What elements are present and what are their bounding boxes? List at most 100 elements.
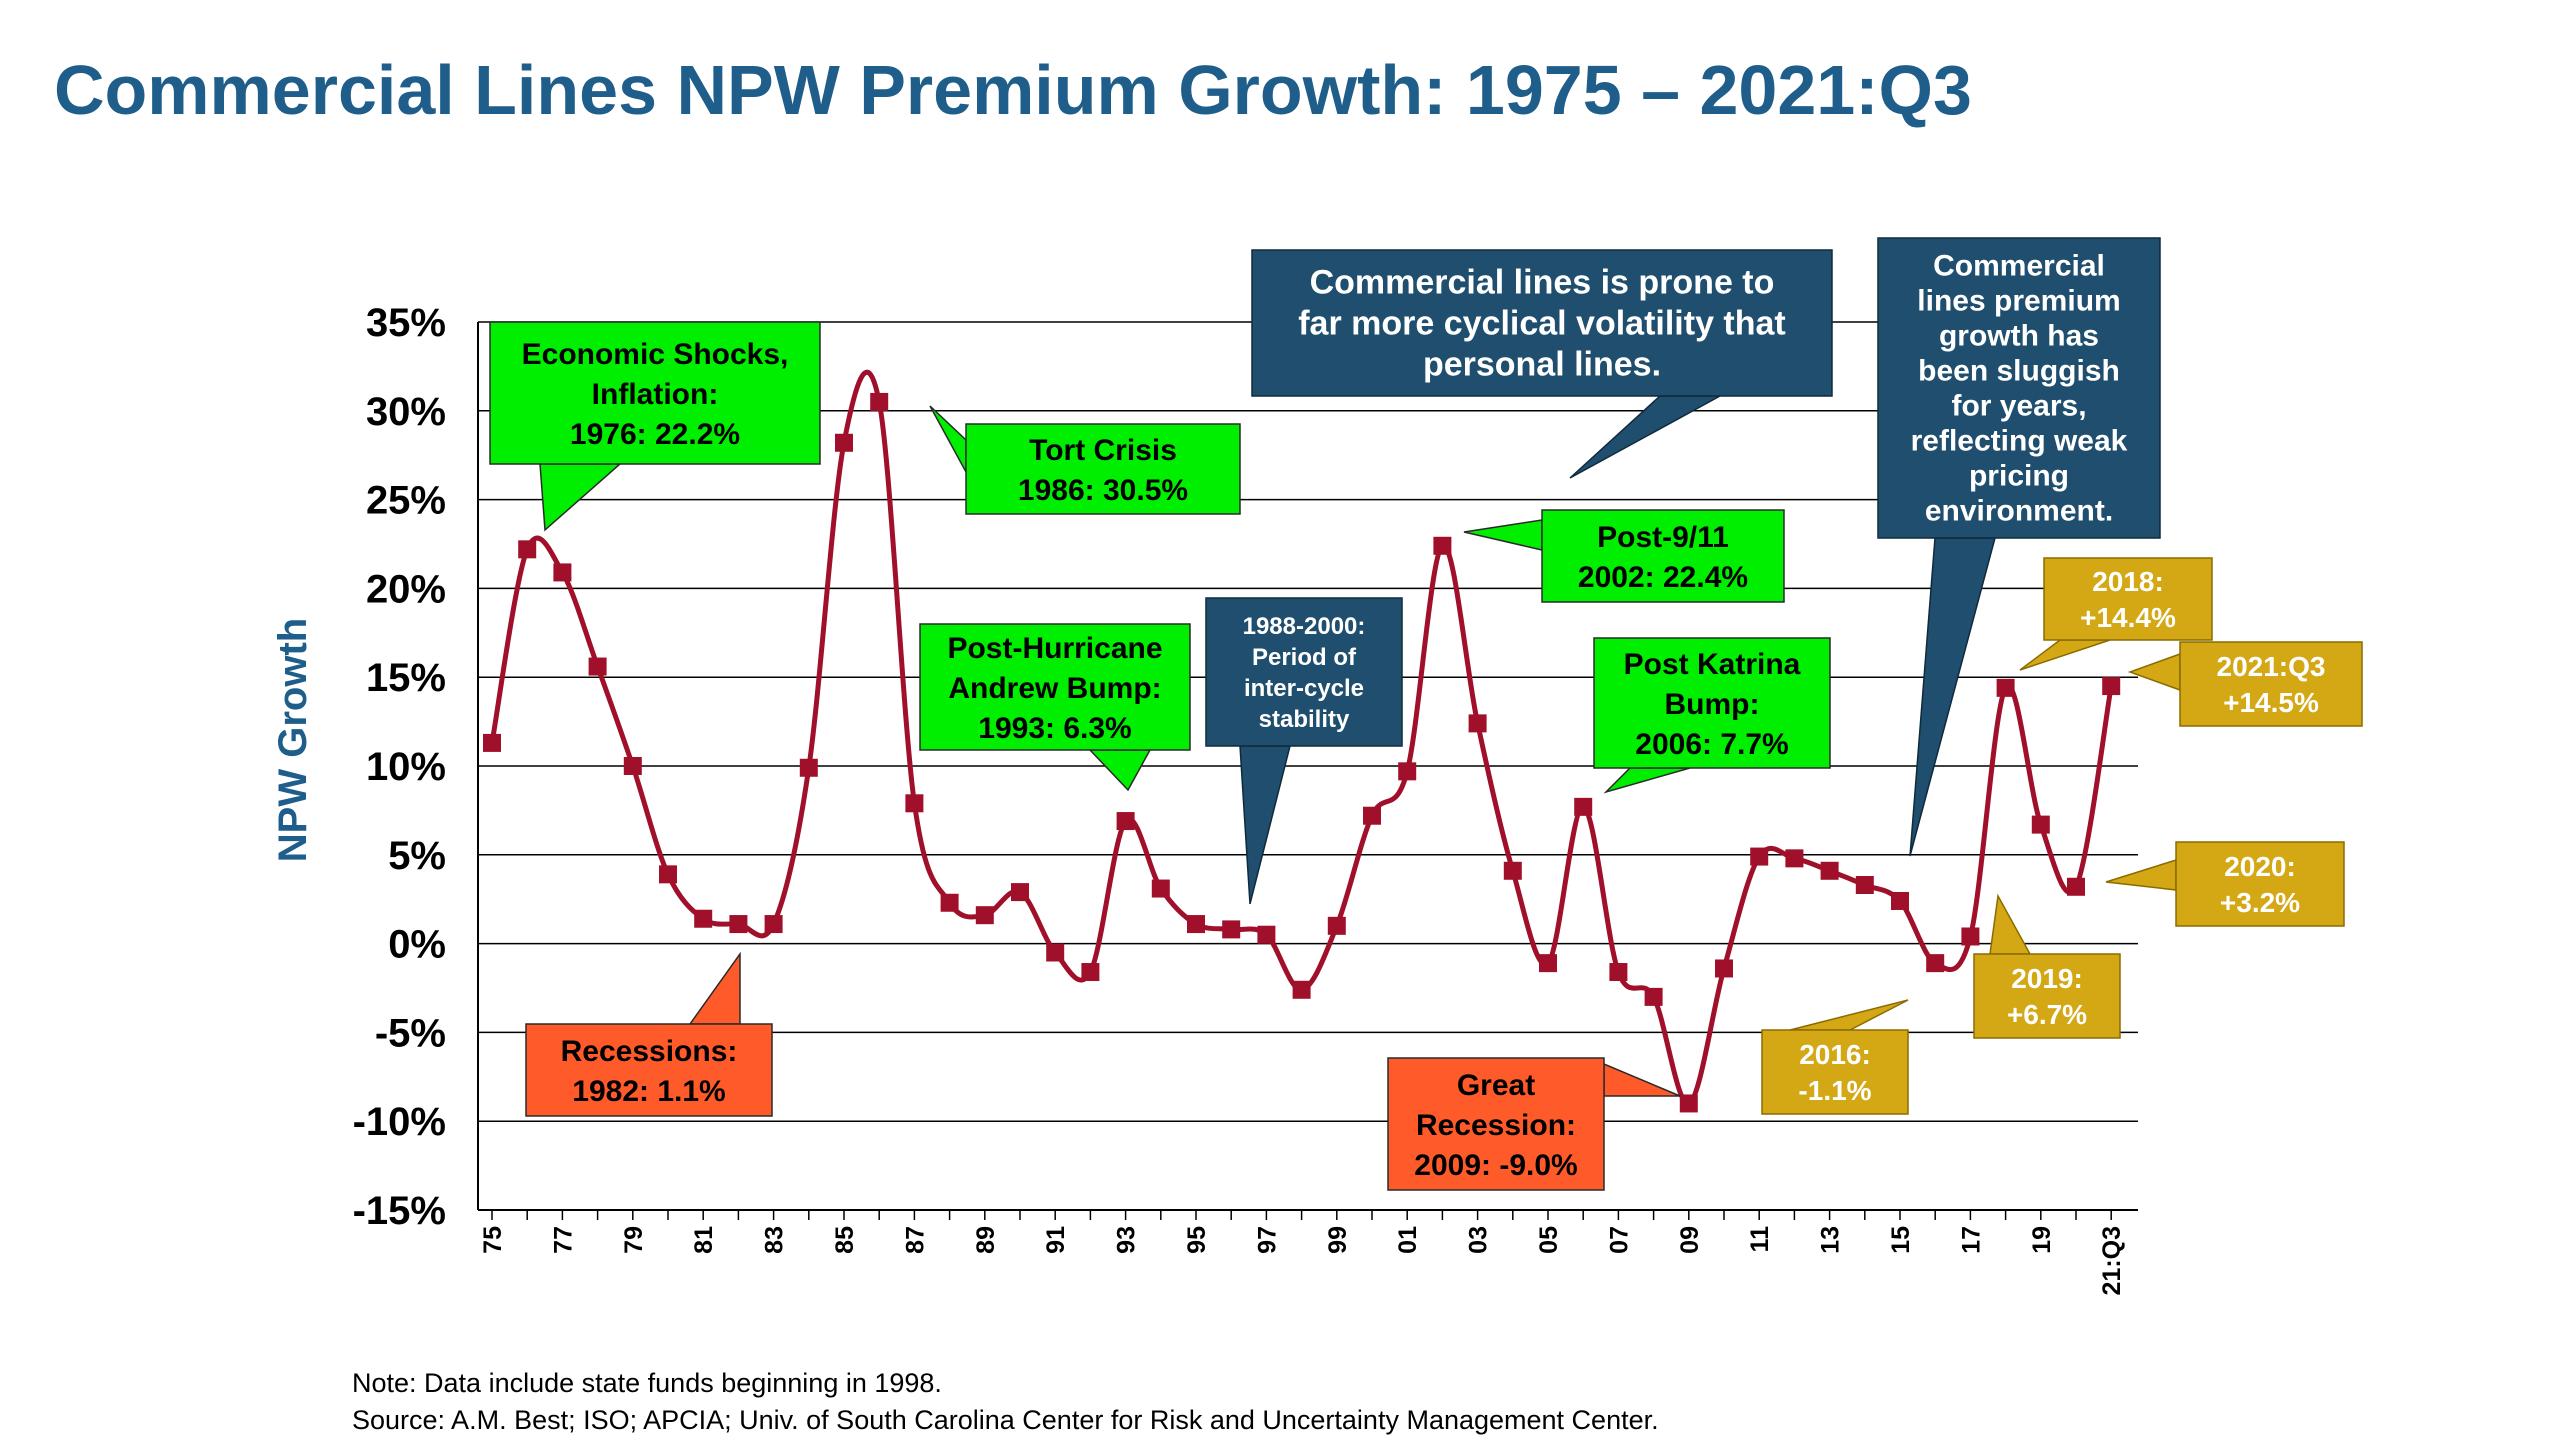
- callout-pointer: [2127, 652, 2181, 692]
- callout-line: stability: [1259, 706, 1350, 733]
- x-tick-label: 89: [972, 1226, 1000, 1254]
- callout-pointer: [688, 951, 741, 1025]
- callout-y2018: 2018: +14.4%: [2019, 557, 2213, 671]
- callout-pointer: [1789, 999, 1909, 1031]
- callout-text: 2016: -1.1%: [1798, 1039, 1871, 1106]
- callout-pointer: [539, 463, 622, 532]
- callout-line: 2018:: [2092, 566, 2164, 597]
- callout-line: 1993: 6.3%: [978, 712, 1131, 745]
- data-point: [835, 433, 853, 452]
- axes-layer: 35% 30% 25% 20% 15% 10% 5% 0% -5% -10% -15% 75 77 79 8…: [271, 301, 2138, 1295]
- data-point: [1785, 849, 1804, 868]
- callout-line: 2021:Q3: [2217, 651, 2326, 682]
- data-point: [1292, 980, 1311, 999]
- x-tick-label: 01: [1394, 1226, 1422, 1254]
- y-tick-label: 20%: [366, 567, 446, 611]
- data-point: [2102, 677, 2121, 696]
- y-tick-label: 25%: [366, 479, 446, 523]
- callout-line: Recessions:: [561, 1035, 738, 1068]
- data-point: [1046, 943, 1065, 962]
- data-point: [518, 540, 537, 559]
- x-tick-label: 85: [831, 1226, 859, 1254]
- x-tick-label: 99: [1324, 1226, 1352, 1254]
- y-tick-label: -10%: [353, 1100, 446, 1144]
- data-point: [1081, 963, 1100, 982]
- callout-line: 2002: 22.4%: [1578, 561, 1748, 594]
- callout-pointer: [1088, 749, 1152, 792]
- y-tick-label: 10%: [366, 745, 446, 789]
- callout-text: Post-Hurricane Andrew Bump: 1993: 6.3%: [947, 632, 1162, 745]
- callout-pointer: [1569, 395, 1721, 479]
- callout-box: [1973, 953, 2121, 1039]
- series-layer: [483, 369, 2121, 1113]
- callout-line: Post-9/11: [1597, 521, 1729, 554]
- callout-andrew: Post-Hurricane Andrew Bump: 1993: 6.3%: [919, 623, 1191, 792]
- data-point: [1187, 915, 1205, 934]
- x-tick-label: 87: [901, 1226, 929, 1254]
- data-point: [1327, 916, 1346, 935]
- callout-text: Tort Crisis 1986: 30.5%: [1018, 434, 1188, 507]
- callout-box: [1387, 1057, 1605, 1191]
- callout-line: far more cyclical volatility that: [1298, 304, 1786, 342]
- callout-line: 2009: -9.0%: [1414, 1149, 1577, 1182]
- callout-pointer: [1909, 537, 1996, 857]
- x-tick-label: 09: [1676, 1226, 1704, 1254]
- callout-box: [2043, 557, 2213, 641]
- data-point: [2031, 815, 2050, 834]
- callout-pointer: [1463, 519, 1543, 551]
- callout-box: [919, 623, 1191, 751]
- data-point: [799, 758, 818, 777]
- callout-text: Post-9/11 2002: 22.4%: [1578, 521, 1748, 594]
- callout-post911: Post-9/11 2002: 22.4%: [1463, 509, 1785, 603]
- callout-box: [525, 1023, 773, 1117]
- data-point: [623, 757, 642, 775]
- x-tick-label: 77: [549, 1226, 577, 1254]
- callout-text: 2020: +3.2%: [2220, 851, 2300, 918]
- y-tick-label: 30%: [366, 390, 446, 434]
- x-tick-label: 95: [1183, 1226, 1211, 1254]
- callout-line: 1976: 22.2%: [570, 418, 740, 451]
- callout-line: 1988-2000:: [1243, 613, 1366, 640]
- callout-text: 1988-2000: Period of inter-cycle stability: [1243, 613, 1366, 733]
- x-tick-label: 05: [1535, 1226, 1563, 1254]
- callout-line: Post-Hurricane: [947, 632, 1162, 665]
- data-point: [1363, 806, 1381, 825]
- callout-recessions: Recessions: 1982: 1.1%: [525, 951, 773, 1117]
- callout-line: -1.1%: [1798, 1075, 1871, 1106]
- data-point: [1715, 959, 1733, 978]
- data-point: [905, 794, 924, 813]
- callout-line: 2020:: [2224, 851, 2296, 882]
- data-point: [1855, 875, 1874, 894]
- y-tick-label: -5%: [375, 1011, 446, 1055]
- callout-great: Great Recession: 2009: -9.0%: [1387, 1057, 1681, 1191]
- callout-line: Inflation:: [592, 378, 719, 411]
- data-point: [1398, 762, 1417, 781]
- y-tick-label: 35%: [366, 301, 446, 345]
- callout-y2019: 2019: +6.7%: [1973, 893, 2121, 1039]
- callout-text: Commercial lines is prone to far more cyc…: [1298, 263, 1786, 383]
- callout-text: 2019: +6.7%: [2007, 963, 2087, 1030]
- data-point: [729, 915, 748, 934]
- callout-box: [1761, 1029, 1909, 1115]
- data-point: [1644, 987, 1663, 1006]
- data-note: Note: Data include state funds beginning…: [352, 1368, 942, 1398]
- x-tick-label: 91: [1042, 1226, 1070, 1254]
- callout-pointer: [929, 405, 967, 473]
- data-point: [553, 563, 572, 582]
- callout-box: [1251, 249, 1833, 397]
- data-point: [1926, 954, 1945, 973]
- callout-text: 2021:Q3 +14.5%: [2217, 651, 2326, 718]
- callout-sluggish: Commercial lines premium growth has been sl…: [1877, 237, 2161, 857]
- callout-box: [965, 423, 1241, 515]
- callout-shocks: Economic Shocks, Inflation: 1976: 22.2%: [489, 321, 821, 532]
- x-tick-label: 97: [1253, 1226, 1281, 1254]
- x-tick-label: 07: [1605, 1226, 1633, 1254]
- callout-pointer: [2019, 639, 2111, 671]
- callout-box: [1205, 597, 1403, 747]
- data-point: [975, 906, 994, 925]
- callout-pointer: [1603, 1062, 1681, 1097]
- data-point: [764, 915, 783, 934]
- page-title: Commercial Lines NPW Premium Growth: 197…: [54, 51, 1972, 129]
- data-point: [1961, 927, 1980, 946]
- callout-text: Great Recession: 2009: -9.0%: [1414, 1069, 1577, 1182]
